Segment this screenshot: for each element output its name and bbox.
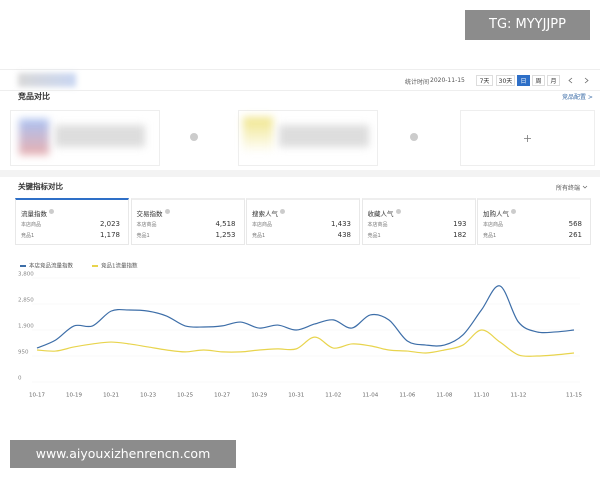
section-divider: [0, 90, 600, 91]
dropdown-arrow: [582, 185, 588, 189]
config-link[interactable]: 竞品配置 >: [562, 94, 593, 101]
row-value: 1,178: [99, 231, 120, 239]
range-button[interactable]: 月: [547, 75, 560, 86]
row-value: 261: [568, 231, 582, 239]
watermark-bottom: www.aiyouxizhenrencn.com: [10, 440, 236, 468]
y-tick-label: 950: [18, 350, 29, 356]
legend-label: 本店竞品流量指数: [29, 262, 74, 270]
x-tick-label: 11-10: [473, 393, 489, 399]
x-tick-label: 11-15: [566, 393, 582, 399]
x-tick-label: 10-19: [66, 393, 82, 399]
x-tick-label: 10-25: [177, 393, 193, 399]
row-value: 182: [453, 231, 467, 239]
row-value: 568: [568, 220, 582, 228]
row-value: 1,253: [215, 231, 236, 239]
row-value: 438: [337, 231, 351, 239]
blurred-image: [243, 117, 273, 153]
row-label: 本店商品: [252, 222, 273, 228]
next-arrow[interactable]: [584, 77, 589, 84]
competitor-card[interactable]: [238, 110, 378, 166]
metric-name: 加购人气: [483, 210, 509, 218]
y-tick-label: 1,900: [18, 324, 34, 330]
info-icon: [164, 209, 170, 214]
series-line: [36, 285, 575, 349]
legend-label: 竞品1流量指数: [101, 262, 138, 270]
row-value: 2,023: [99, 220, 120, 228]
time-label: 统计时间: [405, 79, 430, 86]
time-value: 2020-11-15: [430, 77, 465, 84]
row-label: 竞品1: [136, 233, 150, 239]
terminal-select[interactable]: 所有终端: [556, 185, 581, 192]
x-tick-label: 11-04: [362, 393, 378, 399]
x-tick-label: 11-12: [510, 393, 526, 399]
row-value: 4,518: [215, 220, 236, 228]
y-tick-label: 2,850: [18, 298, 34, 304]
metric-name: 流量指数: [21, 210, 47, 218]
info-icon: [511, 209, 516, 214]
vs-dot: [190, 133, 198, 141]
row-label: 竞品1: [367, 233, 381, 239]
competitor-card[interactable]: [10, 110, 160, 166]
row-label: 本店商品: [136, 222, 157, 228]
x-tick-label: 10-29: [251, 393, 267, 399]
series-line: [36, 329, 575, 357]
add-competitor[interactable]: [460, 110, 595, 166]
blurred-name: [279, 125, 369, 147]
row-value: 193: [453, 220, 467, 228]
x-tick-label: 11-08: [436, 393, 452, 399]
row-label: 竞品1: [483, 233, 497, 239]
section-gap: [0, 170, 600, 177]
metric-tab[interactable]: 收藏人气本店商品 193 竞品1 182: [361, 198, 476, 245]
info-icon: [280, 209, 285, 214]
row-label: 本店商品: [21, 222, 42, 228]
nav-arrows[interactable]: [564, 75, 594, 86]
range-button[interactable]: 日: [517, 75, 530, 86]
y-tick-label: 3,800: [18, 272, 34, 278]
metrics-title: 关键指标对比: [18, 182, 63, 191]
info-icon: [49, 209, 54, 214]
info-icon: [395, 209, 401, 214]
x-tick-label: 10-27: [214, 393, 230, 399]
row-label: 竞品1: [21, 233, 35, 239]
competitors-title: 竞品对比: [18, 92, 50, 101]
x-tick-label: 10-31: [288, 393, 304, 399]
metric-name: 搜索人气: [252, 210, 278, 218]
range-button[interactable]: 7天: [476, 75, 493, 86]
top-divider: [0, 69, 600, 70]
metric-tab[interactable]: 搜索人气本店商品 1,433 竞品1 438: [246, 198, 360, 245]
metric-tab[interactable]: 加购人气本店商品 568 竞品1 261: [477, 198, 591, 245]
plus-icon: [524, 135, 531, 142]
blurred-image: [19, 119, 49, 155]
watermark-top: TG: MYYJJPP: [465, 10, 590, 40]
x-tick-label: 11-02: [325, 393, 341, 399]
metric-name: 交易指数: [136, 210, 163, 218]
vs-dot: [410, 133, 418, 141]
x-tick-label: 11-06: [399, 393, 415, 399]
range-button[interactable]: 周: [532, 75, 545, 86]
x-tick-label: 10-17: [29, 393, 45, 399]
blurred-name: [55, 125, 145, 147]
x-tick-label: 10-23: [140, 393, 156, 399]
x-tick-label: 10-21: [103, 393, 119, 399]
metric-tab[interactable]: 交易指数本店商品 4,518 竞品1 1,253: [130, 198, 245, 245]
metric-tab[interactable]: 流量指数本店商品 2,023 竞品1 1,178: [15, 198, 129, 245]
prev-arrow[interactable]: [568, 77, 573, 84]
line-chart: 0 950 1,900 2,850 3,800 10-17 10-19 10-21 10-23 1…: [18, 262, 582, 399]
y-tick-label: 0: [18, 376, 22, 382]
row-label: 本店商品: [367, 222, 388, 228]
row-value: 1,433: [330, 220, 351, 228]
metric-name: 收藏人气: [367, 210, 394, 218]
row-label: 竞品1: [252, 233, 266, 239]
range-button[interactable]: 30天: [496, 75, 515, 86]
row-label: 本店商品: [483, 222, 504, 228]
blurred-logo: [18, 73, 76, 87]
